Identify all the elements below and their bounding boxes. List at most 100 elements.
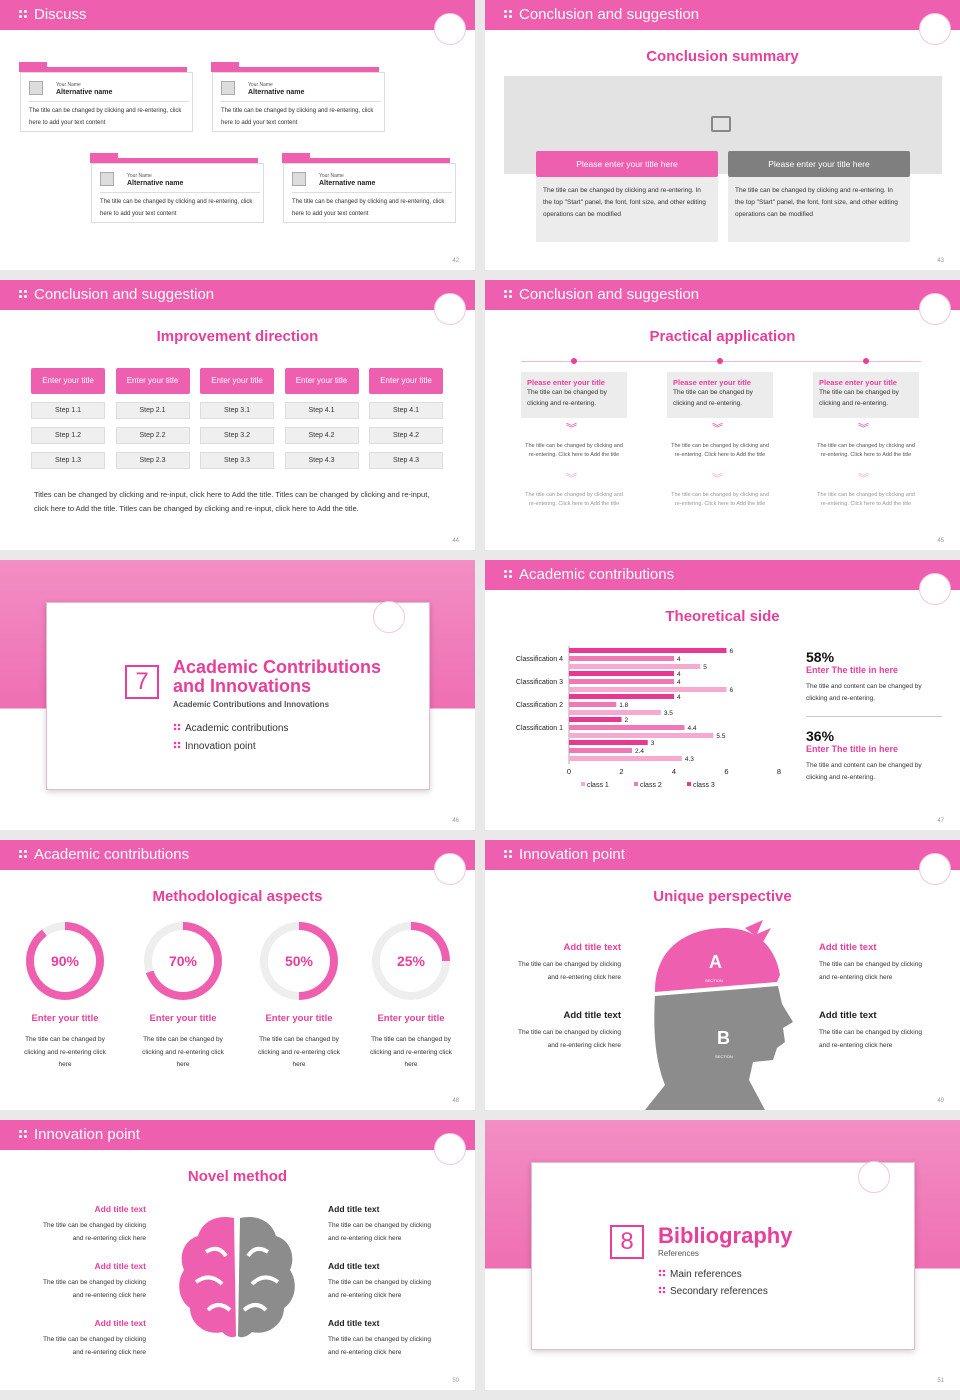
divider — [100, 192, 260, 193]
slide-43[interactable]: Conclusion and suggestion Conclusion sum… — [485, 0, 960, 270]
text-title: Add title text — [563, 942, 621, 953]
toc-item[interactable]: Secondary references — [658, 1286, 768, 1297]
slide-51[interactable]: 8 Bibliography References Main reference… — [485, 1120, 960, 1390]
ring-title: Enter your title — [149, 1013, 217, 1024]
slide-48[interactable]: Academic contributions Methodological as… — [0, 840, 475, 1110]
x-tick-label: 8 — [777, 767, 781, 776]
bar — [569, 679, 674, 684]
title-box[interactable]: Please enter your title The title can be … — [521, 372, 627, 418]
bar — [569, 725, 685, 730]
step-text: The title can be changed by clicking and… — [525, 443, 623, 458]
title-button[interactable]: Please enter your title here — [728, 151, 910, 177]
step-box[interactable]: Step 4.2 — [284, 427, 359, 444]
logo-icon — [434, 293, 466, 325]
step-box[interactable]: Step 4.3 — [284, 452, 359, 469]
step-box[interactable]: Step 1.2 — [31, 427, 105, 444]
slide-header: Discuss — [0, 0, 475, 30]
image-icon — [221, 81, 235, 95]
step-box[interactable]: Step 3.1 — [200, 402, 274, 419]
bar — [569, 702, 617, 707]
title-box[interactable]: Please enter your title The title can be … — [813, 372, 919, 418]
bar-value-label: 5.5 — [716, 733, 725, 740]
team-card[interactable]: Your Name Alternative name The title can b… — [212, 72, 385, 132]
slide-45[interactable]: Conclusion and suggestion Practical appl… — [485, 280, 960, 550]
team-card[interactable]: Your Name Alternative name The title can b… — [91, 163, 264, 223]
toc-item[interactable]: Innovation point — [173, 741, 256, 752]
step-box[interactable]: Step 2.3 — [115, 452, 190, 469]
page-number: 47 — [937, 818, 944, 824]
logo-icon — [434, 1133, 466, 1165]
slide-42[interactable]: Discuss Your Name Alternative name The tit… — [0, 0, 475, 270]
chevron-down-icon: ︾ — [858, 473, 869, 485]
bar-value-label: 5 — [703, 664, 707, 671]
column-title-button[interactable]: Enter your title — [200, 368, 274, 394]
text-body: The title can be changed by clicking and… — [819, 961, 922, 981]
slide-header: Innovation point — [0, 1120, 475, 1150]
dots-icon — [18, 9, 28, 19]
title-button[interactable]: Please enter your title here — [536, 151, 718, 177]
x-tick-label: 0 — [567, 767, 571, 776]
progress-ring: 50% — [260, 922, 338, 1000]
dots-icon — [173, 723, 181, 731]
toc-item[interactable]: Academic contributions — [173, 723, 288, 734]
text-box[interactable]: The title can be changed by clicking and… — [536, 177, 718, 242]
bar — [569, 733, 714, 738]
toc-item[interactable]: Main references — [658, 1269, 742, 1280]
step-box[interactable]: Step 1.3 — [31, 452, 105, 469]
column-title-button[interactable]: Enter your title — [115, 368, 190, 394]
step-box[interactable]: Step 4.2 — [369, 427, 443, 444]
chevron-down-icon: ︾ — [712, 473, 723, 485]
team-card[interactable]: Your Name Alternative name The title can b… — [283, 163, 456, 223]
legend-label: class 3 — [693, 782, 715, 789]
column-title-button[interactable]: Enter your title — [284, 368, 359, 394]
dots-icon — [18, 1129, 28, 1139]
body-text[interactable]: Titles can be changed by clicking and re… — [34, 490, 430, 513]
bar-value-label: 2.4 — [635, 748, 644, 755]
section-number: 8 — [610, 1225, 644, 1259]
title-box[interactable]: Please enter your title The title can be … — [667, 372, 773, 418]
image-icon — [711, 116, 731, 132]
team-card[interactable]: Your Name Alternative name The title can b… — [20, 72, 193, 132]
step-box[interactable]: Step 2.1 — [115, 402, 190, 419]
card-text: The title can be changed by clicking and… — [221, 108, 374, 126]
section-number: 7 — [125, 665, 159, 699]
divider — [292, 192, 452, 193]
slide-header: Academic contributions — [485, 560, 960, 590]
step-box[interactable]: Step 4.1 — [284, 402, 359, 419]
text-title: Add title text — [328, 1204, 380, 1214]
stat-title: Enter The title in here — [806, 744, 899, 754]
stat-title: Enter The title in here — [806, 665, 899, 675]
stat-value: 58% — [806, 649, 835, 665]
bar-value-label: 6 — [730, 687, 734, 694]
page-number: 46 — [452, 818, 459, 824]
legend-label: class 1 — [587, 782, 609, 789]
progress-ring: 70% — [144, 922, 222, 1000]
slide-47[interactable]: Academic contributions Theoretical side … — [485, 560, 960, 830]
text-body: The title can be changed by clicking and… — [518, 961, 621, 981]
x-tick-label: 6 — [724, 767, 728, 776]
slide-44[interactable]: Conclusion and suggestion Improvement di… — [0, 280, 475, 550]
step-box[interactable]: Step 3.2 — [200, 427, 274, 444]
text-body: The title can be changed by clicking and… — [328, 1279, 431, 1299]
section-title: Academic Contributions and Innovations — [173, 657, 382, 696]
section-title: Bibliography — [658, 1223, 793, 1248]
step-box[interactable]: Step 2.2 — [115, 427, 190, 444]
page-title: Methodological aspects — [152, 888, 323, 905]
column-title-button[interactable]: Enter your title — [369, 368, 443, 394]
step-box[interactable]: Step 4.3 — [369, 452, 443, 469]
step-box[interactable]: Step 4.1 — [369, 402, 443, 419]
category-label: Classification 3 — [516, 679, 563, 686]
page-number: 43 — [937, 258, 944, 264]
svg-text:A: A — [709, 952, 722, 972]
text-box[interactable]: The title can be changed by clicking and… — [728, 177, 910, 242]
box-title: Please enter your title — [527, 378, 605, 387]
column-title-button[interactable]: Enter your title — [31, 368, 105, 394]
step-box[interactable]: Step 3.3 — [200, 452, 274, 469]
progress-ring: 90% — [26, 922, 104, 1000]
slide-46[interactable]: 7 Academic Contributions and Innovations … — [0, 560, 475, 830]
page-title: Novel method — [187, 1168, 288, 1185]
slide-49[interactable]: Innovation point Unique perspective A SE… — [485, 840, 960, 1110]
slide-50[interactable]: Innovation point Novel method Add title … — [0, 1120, 475, 1390]
step-box[interactable]: Step 1.1 — [31, 402, 105, 419]
timeline-dot — [571, 358, 577, 364]
